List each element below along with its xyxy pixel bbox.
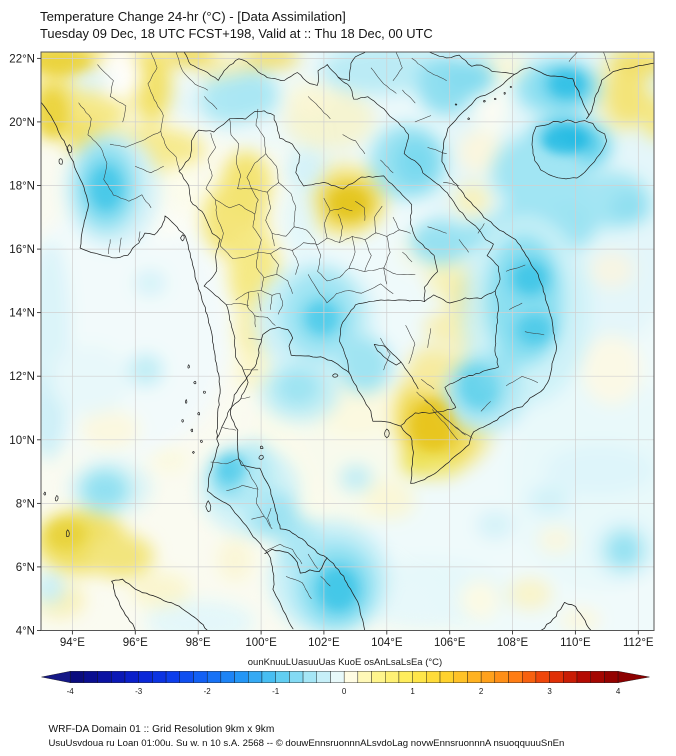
- svg-text:98°E: 98°E: [186, 637, 211, 649]
- svg-text:14°N: 14°N: [9, 308, 35, 320]
- svg-text:0: 0: [342, 687, 347, 696]
- svg-text:20°N: 20°N: [9, 117, 35, 129]
- svg-text:102°E: 102°E: [308, 637, 340, 649]
- svg-text:112°E: 112°E: [623, 637, 654, 649]
- svg-text:Temperature Change 24-hr (°C): Temperature Change 24-hr (°C) - [Data As…: [40, 9, 346, 24]
- svg-text:Tuesday 09 Dec, 18 UTC FCST+19: Tuesday 09 Dec, 18 UTC FCST+198, Valid a…: [40, 26, 433, 41]
- svg-text:6°N: 6°N: [16, 562, 35, 574]
- svg-text:106°E: 106°E: [434, 637, 466, 649]
- svg-text:2: 2: [479, 687, 484, 696]
- svg-text:4°N: 4°N: [16, 626, 35, 638]
- svg-text:UsuUsvdoua ru Loan 01:00u. Su: UsuUsvdoua ru Loan 01:00u. Su w. n 10 s.…: [49, 738, 565, 749]
- svg-text:104°E: 104°E: [371, 637, 403, 649]
- svg-text:-3: -3: [135, 687, 143, 696]
- svg-text:108°E: 108°E: [497, 637, 529, 649]
- svg-text:1: 1: [410, 687, 415, 696]
- svg-text:110°E: 110°E: [560, 637, 591, 649]
- svg-text:-4: -4: [67, 687, 75, 696]
- svg-text:-2: -2: [204, 687, 212, 696]
- svg-text:94°E: 94°E: [60, 637, 85, 649]
- svg-text:3: 3: [547, 687, 552, 696]
- svg-text:10°N: 10°N: [9, 435, 35, 447]
- svg-text:WRF-DA Domain 01 :: Grid Resol: WRF-DA Domain 01 :: Grid Resolution 9km …: [49, 724, 275, 735]
- svg-text:12°N: 12°N: [9, 371, 35, 383]
- svg-text:18°N: 18°N: [9, 181, 35, 193]
- svg-text:96°E: 96°E: [123, 637, 148, 649]
- svg-text:4: 4: [616, 687, 621, 696]
- svg-text:22°N: 22°N: [9, 53, 35, 65]
- svg-text:-1: -1: [272, 687, 280, 696]
- svg-text:100°E: 100°E: [245, 637, 277, 649]
- svg-text:8°N: 8°N: [16, 498, 35, 510]
- svg-text:ounKnuuLUasuuUas KuoE osAnLsaL: ounKnuuLUasuuUas KuoE osAnLsaLsEa (°C): [248, 657, 442, 668]
- svg-text:16°N: 16°N: [9, 244, 35, 256]
